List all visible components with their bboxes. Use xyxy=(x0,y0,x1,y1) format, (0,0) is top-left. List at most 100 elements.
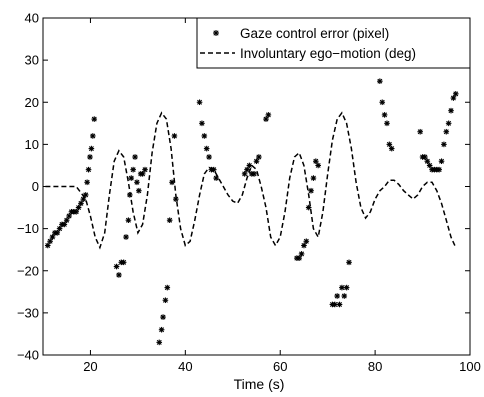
data-point-gaze xyxy=(310,175,317,181)
data-point-gaze xyxy=(201,133,208,139)
data-point-gaze xyxy=(134,179,140,186)
marker-stroke xyxy=(389,146,395,152)
marker-stroke xyxy=(83,192,89,198)
marker-stroke xyxy=(377,78,383,84)
data-point-gaze xyxy=(78,200,84,207)
data-point-gaze xyxy=(313,158,319,165)
data-point-gaze xyxy=(73,208,80,215)
x-tick-label: 20 xyxy=(83,359,97,374)
data-point-gaze xyxy=(82,192,89,198)
marker-stroke xyxy=(251,171,257,177)
data-point-gaze xyxy=(128,175,135,181)
x-axis-label: Time (s) xyxy=(234,376,285,392)
marker-stroke xyxy=(156,339,162,345)
marker-stroke xyxy=(121,259,127,265)
marker-stroke xyxy=(334,293,340,299)
y-tick-label: 0 xyxy=(32,179,39,194)
marker-stroke xyxy=(84,179,90,185)
marker-stroke xyxy=(61,221,67,227)
marker-stroke xyxy=(173,196,179,202)
marker-stroke xyxy=(313,158,319,164)
x-tick-label: 100 xyxy=(459,359,481,374)
data-point-gaze xyxy=(56,225,63,232)
marker-stroke xyxy=(422,154,428,160)
data-point-gaze xyxy=(160,314,166,320)
marker-stroke xyxy=(263,116,269,122)
marker-stroke xyxy=(446,120,452,126)
data-point-gaze xyxy=(169,179,175,186)
y-tick-label: −20 xyxy=(17,263,39,278)
data-point-gaze xyxy=(87,154,93,160)
marker-stroke xyxy=(76,205,82,211)
marker-stroke xyxy=(301,242,307,248)
data-point-gaze xyxy=(132,154,138,160)
marker-stroke xyxy=(256,154,262,160)
marker-stroke xyxy=(213,30,219,36)
marker-stroke xyxy=(382,112,388,118)
legend-box xyxy=(196,17,471,69)
data-point-gaze xyxy=(211,166,217,173)
marker-stroke xyxy=(130,167,136,173)
marker-stroke xyxy=(424,158,430,164)
marker-stroke xyxy=(211,167,217,173)
data-point-gaze xyxy=(166,217,173,223)
data-point-gaze xyxy=(206,154,212,160)
marker-stroke xyxy=(54,230,60,236)
marker-stroke xyxy=(386,141,392,147)
marker-stroke xyxy=(87,154,93,160)
marker-stroke xyxy=(296,255,302,261)
data-point-gaze xyxy=(452,91,459,97)
marker-stroke xyxy=(427,162,433,168)
y-tick-label: −30 xyxy=(17,305,39,320)
marker-stroke xyxy=(308,188,314,194)
marker-stroke xyxy=(160,314,166,320)
marker-stroke xyxy=(346,259,352,265)
data-point-gaze xyxy=(125,217,132,223)
marker-stroke xyxy=(64,217,70,223)
marker-stroke xyxy=(332,301,338,307)
marker-stroke xyxy=(90,133,96,139)
data-point-gaze xyxy=(142,166,148,173)
marker-stroke xyxy=(171,133,177,139)
data-point-gaze xyxy=(315,162,321,169)
data-point-gaze xyxy=(445,120,452,127)
marker-stroke xyxy=(116,272,122,278)
data-point-gaze xyxy=(443,128,450,135)
marker-stroke xyxy=(134,179,140,185)
marker-stroke xyxy=(140,171,146,177)
marker-stroke xyxy=(244,167,250,173)
data-point-gaze xyxy=(80,196,87,202)
marker-stroke xyxy=(439,158,445,164)
axes-layer: 20 40 60 80 100 −40 −30 −20 −10 0 10 20 30 40 xyxy=(17,11,481,375)
data-point-gaze xyxy=(120,259,127,266)
data-point-gaze xyxy=(386,141,393,148)
data-point-gaze xyxy=(54,230,61,236)
marker-stroke xyxy=(344,285,350,291)
y-tick-label: 20 xyxy=(25,95,39,110)
data-point-gaze xyxy=(305,204,312,211)
data-point-gaze xyxy=(130,166,136,173)
marker-stroke xyxy=(128,175,134,181)
marker-stroke xyxy=(197,99,203,105)
marker-stroke xyxy=(159,327,165,333)
data-point-gaze xyxy=(203,145,210,152)
data-point-gaze xyxy=(49,234,56,240)
data-point-gaze xyxy=(253,158,260,165)
data-point-gaze xyxy=(343,284,350,291)
marker-stroke xyxy=(114,264,120,270)
data-point-gaze xyxy=(244,166,250,173)
plot-layer xyxy=(44,78,459,346)
data-point-gaze xyxy=(136,187,142,194)
y-tick-label: −40 xyxy=(17,348,39,363)
marker-stroke xyxy=(199,120,205,126)
marker-stroke xyxy=(337,301,343,307)
data-point-gaze xyxy=(90,133,96,139)
marker-stroke xyxy=(164,285,170,291)
data-point-gaze xyxy=(63,217,70,223)
marker-stroke xyxy=(441,141,447,147)
marker-stroke xyxy=(339,285,345,291)
marker-stroke xyxy=(448,108,454,114)
marker-stroke xyxy=(299,251,305,257)
x-tick-label: 80 xyxy=(368,359,382,374)
data-point-gaze xyxy=(438,158,445,165)
